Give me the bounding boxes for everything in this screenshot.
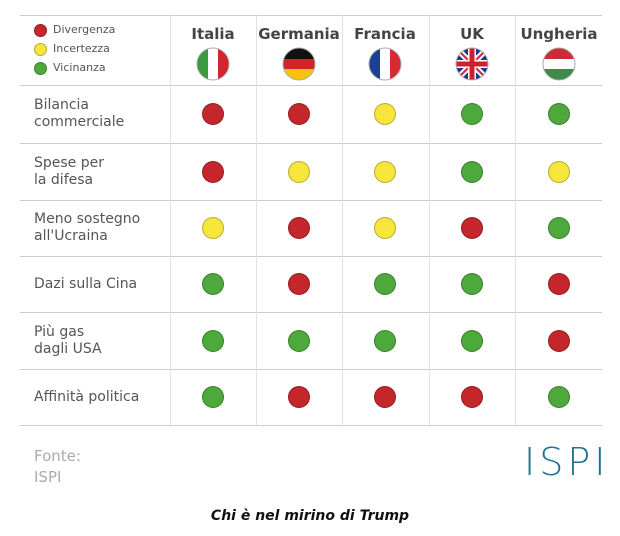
status-dot bbox=[374, 273, 396, 295]
col-line bbox=[342, 15, 343, 425]
flag-ring bbox=[542, 47, 576, 81]
status-dot bbox=[202, 273, 224, 295]
legend-dot bbox=[34, 24, 47, 37]
legend-dot bbox=[34, 43, 47, 56]
status-dot bbox=[288, 217, 310, 239]
flag-ring bbox=[455, 47, 489, 81]
status-dot bbox=[374, 217, 396, 239]
flag-germania bbox=[283, 48, 315, 80]
legend-dot bbox=[34, 62, 47, 75]
status-dot bbox=[548, 386, 570, 408]
status-dot bbox=[202, 217, 224, 239]
status-dot bbox=[202, 160, 224, 183]
row-line bbox=[20, 85, 602, 86]
row-label: Più gas dagli USA bbox=[34, 323, 102, 357]
status-dot bbox=[202, 329, 224, 352]
status-dot bbox=[202, 386, 224, 408]
status-dot bbox=[374, 103, 396, 125]
flag-ring bbox=[196, 47, 230, 81]
status-dot bbox=[374, 160, 396, 183]
row-line bbox=[20, 312, 602, 313]
column-header: Francia bbox=[354, 25, 416, 43]
row-label: Affinità politica bbox=[34, 388, 140, 405]
status-dot bbox=[461, 386, 483, 408]
status-dot bbox=[288, 160, 310, 183]
row-line bbox=[20, 200, 602, 201]
status-dot bbox=[461, 103, 483, 125]
col-line bbox=[256, 15, 257, 425]
status-dot bbox=[461, 273, 483, 295]
row-label: Meno sostegno all'Ucraina bbox=[34, 211, 141, 244]
column-header: Italia bbox=[191, 25, 235, 43]
row-label: Bilancia commerciale bbox=[34, 97, 125, 130]
status-dot bbox=[288, 329, 310, 352]
status-dot bbox=[548, 273, 570, 295]
row-line bbox=[20, 425, 602, 426]
row-line bbox=[20, 256, 602, 257]
flag-uk bbox=[456, 48, 488, 80]
column-header: Germania bbox=[258, 25, 340, 43]
status-dot bbox=[374, 329, 396, 352]
status-dot bbox=[374, 386, 396, 408]
col-line bbox=[515, 15, 516, 425]
row-label: Dazi sulla Cina bbox=[34, 275, 138, 292]
status-dot bbox=[548, 160, 570, 183]
status-dot bbox=[461, 217, 483, 239]
logo: ISPI bbox=[524, 440, 610, 484]
col-line bbox=[429, 15, 430, 425]
status-dot bbox=[288, 273, 310, 295]
col-line bbox=[170, 15, 171, 425]
legend-label: Divergenza bbox=[53, 23, 116, 36]
status-dot bbox=[461, 329, 483, 352]
flag-ungheria bbox=[543, 48, 575, 80]
status-dot bbox=[548, 217, 570, 239]
row-line bbox=[20, 369, 602, 370]
row-label: Spese per la difesa bbox=[34, 154, 104, 188]
status-dot bbox=[202, 103, 224, 125]
legend-label: Vicinanza bbox=[53, 61, 106, 74]
legend-label: Incertezza bbox=[53, 42, 110, 55]
top-line bbox=[20, 15, 602, 16]
flag-ring bbox=[368, 47, 402, 81]
row-line bbox=[20, 143, 602, 144]
flag-francia bbox=[369, 48, 401, 80]
status-dot bbox=[461, 160, 483, 183]
status-dot bbox=[288, 386, 310, 408]
flag-ring bbox=[282, 47, 316, 81]
caption: Chi è nel mirino di Trump bbox=[210, 508, 410, 524]
status-dot bbox=[548, 329, 570, 352]
source: Fonte: ISPI bbox=[34, 447, 81, 486]
status-dot bbox=[288, 103, 310, 125]
status-dot bbox=[548, 103, 570, 125]
flag-italia bbox=[197, 48, 229, 80]
column-header: UK bbox=[460, 25, 484, 43]
column-header: Ungheria bbox=[520, 25, 598, 43]
